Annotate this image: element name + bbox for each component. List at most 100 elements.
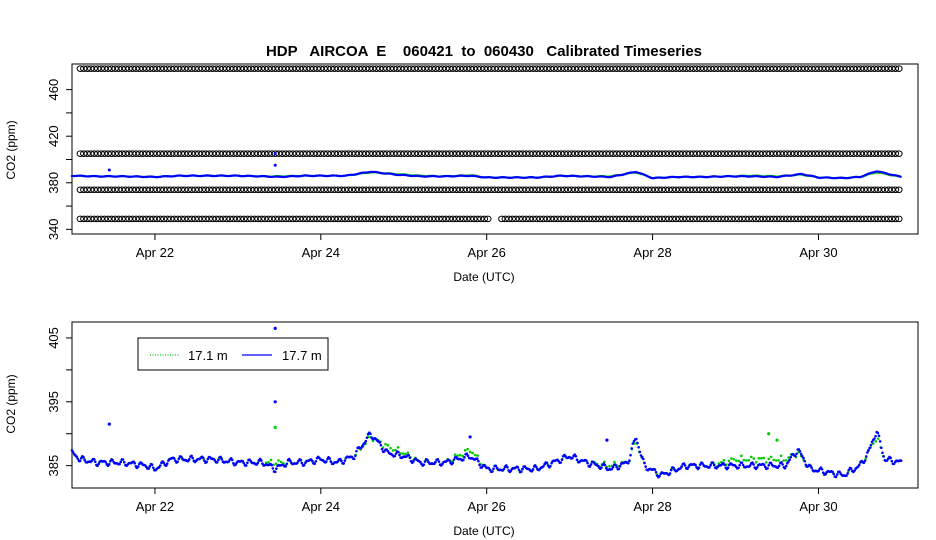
reference-point — [752, 65, 760, 72]
reference-point — [787, 215, 795, 223]
data-point — [78, 459, 82, 463]
reference-point — [341, 186, 349, 194]
reference-point — [839, 150, 847, 157]
reference-point — [271, 186, 280, 194]
reference-point — [121, 215, 130, 223]
data-point — [801, 454, 804, 458]
reference-point — [846, 65, 854, 72]
reference-point — [369, 186, 377, 194]
data-point — [608, 464, 611, 468]
reference-point — [532, 150, 541, 157]
reference-point — [289, 150, 297, 157]
data-point — [763, 465, 767, 469]
reference-point — [672, 65, 680, 72]
reference-point — [863, 150, 872, 157]
reference-point — [682, 215, 691, 223]
reference-point — [721, 215, 729, 223]
data-point — [835, 473, 839, 476]
reference-point — [578, 186, 586, 194]
reference-point — [268, 186, 276, 194]
reference-point — [651, 215, 659, 223]
reference-point — [174, 150, 182, 157]
reference-point — [679, 186, 687, 194]
reference-point — [445, 150, 454, 157]
reference-point — [247, 150, 255, 157]
reference-point — [564, 186, 572, 194]
reference-point — [801, 186, 809, 194]
reference-point — [836, 150, 844, 157]
reference-point — [581, 186, 590, 194]
data-point — [83, 458, 87, 462]
reference-point — [296, 215, 304, 223]
reference-point — [132, 65, 140, 72]
reference-point — [595, 186, 604, 194]
reference-point — [609, 215, 617, 223]
reference-point — [853, 186, 861, 194]
data-point — [870, 440, 874, 444]
reference-point — [581, 150, 590, 157]
reference-point — [717, 186, 725, 194]
reference-point — [721, 186, 729, 194]
data-point — [717, 462, 721, 465]
reference-point — [839, 65, 847, 72]
data-point — [531, 468, 535, 471]
reference-point — [170, 215, 179, 223]
data-point — [215, 461, 219, 464]
bottom-y-tick-label: 385 — [46, 455, 61, 477]
bottom-panel: Apr 22 Apr 24 Apr 26 Apr 28 Apr 30 385 395 405… — [4, 321, 919, 538]
reference-point — [205, 150, 213, 157]
reference-point — [856, 215, 865, 223]
reference-point — [546, 150, 555, 157]
data-point — [683, 464, 687, 467]
data-point — [869, 443, 873, 447]
reference-point — [163, 215, 172, 223]
reference-point — [114, 65, 123, 72]
reference-point — [616, 186, 624, 194]
reference-point — [289, 186, 297, 194]
reference-point — [780, 65, 788, 72]
legend-label-17-7: 17.7 m — [282, 348, 322, 363]
reference-point — [202, 65, 210, 72]
reference-point — [672, 215, 680, 223]
reference-point — [414, 150, 422, 157]
reference-point — [184, 150, 192, 157]
reference-point — [797, 150, 806, 157]
reference-point — [316, 150, 325, 157]
reference-point — [473, 150, 482, 157]
reference-point — [675, 65, 684, 72]
data-point — [762, 463, 766, 466]
reference-point — [769, 65, 778, 72]
data-point — [535, 465, 538, 469]
reference-point — [383, 150, 391, 157]
data-point — [473, 453, 477, 457]
reference-point — [717, 215, 725, 223]
reference-point — [539, 65, 548, 72]
reference-point — [456, 186, 464, 194]
reference-point — [459, 186, 468, 194]
bottom-y-tick-label: 395 — [46, 391, 61, 413]
data-point — [722, 458, 726, 462]
reference-point — [759, 215, 767, 223]
reference-point — [825, 215, 833, 223]
reference-point — [261, 150, 269, 157]
data-point — [259, 459, 263, 462]
reference-point — [76, 150, 84, 157]
data-point — [285, 462, 289, 466]
reference-point — [637, 150, 645, 157]
reference-point — [452, 186, 461, 194]
reference-point — [236, 215, 245, 223]
data-point — [877, 434, 881, 438]
reference-point — [229, 150, 238, 157]
data-point — [571, 456, 574, 460]
data-point — [158, 464, 162, 467]
reference-point — [487, 186, 496, 194]
data-point — [471, 451, 474, 455]
reference-point — [794, 150, 802, 157]
reference-point — [672, 150, 680, 157]
reference-point — [424, 65, 433, 72]
reference-point — [606, 186, 614, 194]
reference-point — [369, 150, 377, 157]
reference-point — [877, 150, 886, 157]
reference-point — [400, 215, 408, 223]
reference-point — [522, 215, 530, 223]
